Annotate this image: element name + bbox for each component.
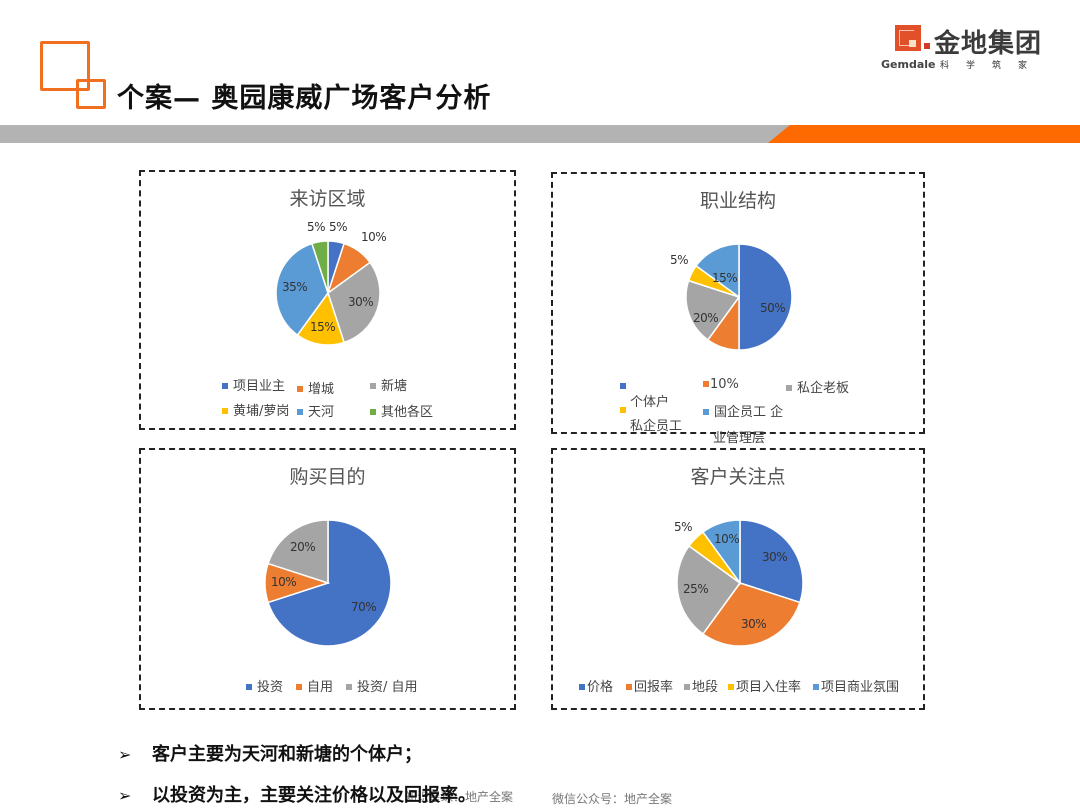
small-square-icon xyxy=(76,79,106,109)
legend-swatch-icon xyxy=(620,406,626,413)
legend-item: 私企员工 xyxy=(630,419,683,434)
brand-name: 金地集团 xyxy=(934,29,1043,59)
legend-swatch-icon xyxy=(246,683,252,690)
legend-swatch-icon xyxy=(579,683,585,690)
brand-logo: 金地集团 Gemdale 科学筑家 xyxy=(881,24,1063,74)
legend-item: 天河 xyxy=(297,401,334,420)
data-label: 15% xyxy=(712,271,738,285)
data-label: 15% xyxy=(310,320,336,334)
legend-item: 国企员工 企 xyxy=(703,401,783,420)
data-label: 5% xyxy=(329,220,348,234)
legend-item: 增城 xyxy=(297,378,334,397)
data-label: 10% xyxy=(271,575,297,589)
legend-item: 新塘 xyxy=(370,375,407,394)
chart-panel-customer-focus: 客户关注点 30% 30% 25% 5% 10% 价格 回报率 地段 项目入住率… xyxy=(551,448,925,710)
pie-chart-visit-area xyxy=(275,240,381,346)
pie-chart-purchase-purpose xyxy=(264,519,392,647)
brand-dot-icon xyxy=(924,43,930,49)
data-label: 10% xyxy=(361,230,387,244)
legend-item: 黄埔/萝岗 xyxy=(222,400,289,419)
bullet-point-2: ➢ 以投资为主，主要关注价格以及回报率。 xyxy=(118,785,476,806)
watermark-zsxq: 知识星球：地产全案 xyxy=(405,790,514,804)
watermark-wechat: 微信公众号：地产全案 xyxy=(552,792,673,806)
legend-item: 投资 xyxy=(246,676,283,695)
legend-item: 自用 xyxy=(296,676,333,695)
chart-title: 客户关注点 xyxy=(690,466,786,488)
legend-swatch-icon xyxy=(222,407,228,414)
legend-item: 项目业主 xyxy=(222,375,285,394)
legend-swatch-icon xyxy=(296,683,302,690)
chart-panel-purchase-purpose: 购买目的 70% 10% 20% 投资 自用 投资/ 自用 xyxy=(139,448,516,710)
legend-swatch-icon xyxy=(370,408,376,415)
brand-mark-icon xyxy=(895,25,921,51)
brand-slogan: 科学筑家 xyxy=(940,61,1045,71)
brand-english-name: Gemdale xyxy=(881,58,936,71)
arrow-bullet-icon: ➢ xyxy=(118,786,132,805)
data-label: 5% xyxy=(307,220,326,234)
pie-chart-occupation xyxy=(685,243,793,351)
legend-item: 业管理层 xyxy=(713,431,766,446)
legend-item: 个体户 xyxy=(630,395,670,410)
legend-swatch-icon xyxy=(813,683,819,690)
data-label: 30% xyxy=(762,550,788,564)
legend-item: 项目商业氛围 xyxy=(813,676,899,695)
legend-item: 回报率 xyxy=(626,676,673,695)
arrow-bullet-icon: ➢ xyxy=(118,745,132,764)
pie-chart-customer-focus xyxy=(676,519,804,647)
legend-swatch-icon xyxy=(703,408,709,415)
data-label: 20% xyxy=(290,540,316,554)
legend-swatch-icon xyxy=(620,382,626,389)
header-divider-bar xyxy=(0,125,1080,143)
legend-item xyxy=(620,379,631,394)
legend-swatch-icon xyxy=(346,683,352,690)
legend-item: 项目入住率 xyxy=(728,676,801,695)
legend-item xyxy=(620,403,631,418)
legend-item: 地段 xyxy=(684,676,718,695)
chart-panel-visit-area: 来访区域 5% 10% 30% 15% 35% 5% 项目业主 增城 新塘 黄埔… xyxy=(139,170,516,430)
big-square-icon xyxy=(40,41,90,91)
data-label: 30% xyxy=(348,295,374,309)
chart-title: 购买目的 xyxy=(289,466,366,488)
legend-swatch-icon xyxy=(370,382,376,389)
legend-swatch-icon xyxy=(297,385,303,392)
legend-swatch-icon xyxy=(684,683,690,690)
chart-title: 职业结构 xyxy=(699,190,776,212)
data-label: 50% xyxy=(760,301,786,315)
chart-title: 来访区域 xyxy=(289,188,366,210)
chart-panel-occupation: 职业结构 50% 20% 5% 15% 个体户 10% 私企老板 私企员工 国企… xyxy=(551,172,925,446)
data-label: 25% xyxy=(683,582,709,596)
data-label: 10% xyxy=(714,532,740,546)
legend-item: 价格 xyxy=(579,676,613,695)
data-label: 30% xyxy=(741,617,767,631)
bullet-point-1: ➢ 客户主要为天河和新塘的个体户； xyxy=(118,744,422,765)
data-label: 35% xyxy=(282,280,308,294)
data-label: 5% xyxy=(670,253,689,267)
legend-swatch-icon xyxy=(786,384,792,391)
legend-swatch-icon xyxy=(703,380,709,387)
legend-item: 投资/ 自用 xyxy=(346,676,418,695)
legend-item: 10% xyxy=(703,377,739,392)
data-label: 20% xyxy=(693,311,719,325)
legend-swatch-icon xyxy=(222,382,228,389)
legend-item: 其他各区 xyxy=(370,401,433,420)
data-label: 70% xyxy=(351,600,377,614)
data-label: 5% xyxy=(674,520,693,534)
legend-item: 私企老板 xyxy=(786,377,849,396)
legend-swatch-icon xyxy=(728,683,734,690)
page-title: 个案— 奥园康威广场客户分析 xyxy=(117,83,492,114)
legend-swatch-icon xyxy=(297,408,303,415)
legend-swatch-icon xyxy=(626,683,632,690)
